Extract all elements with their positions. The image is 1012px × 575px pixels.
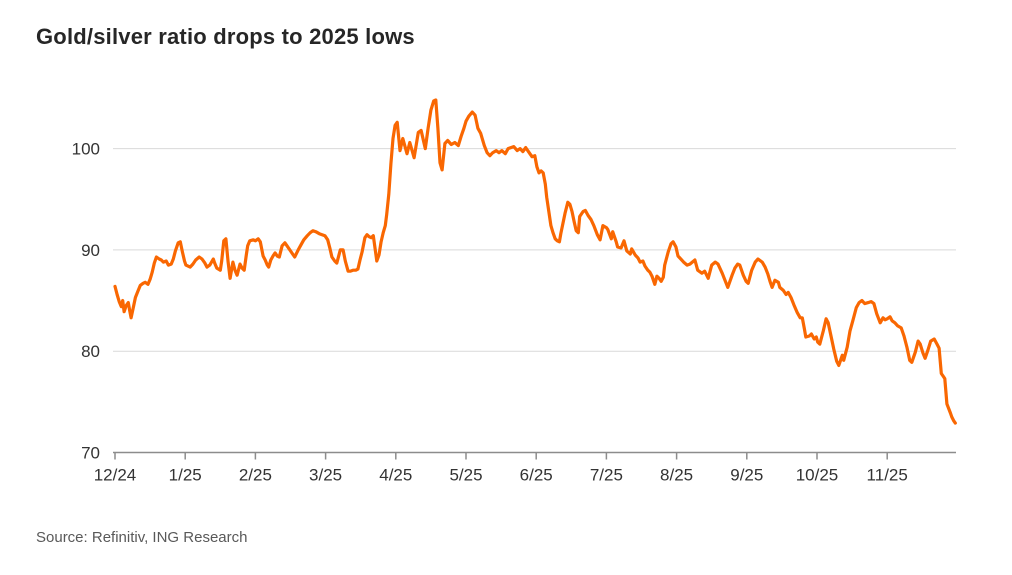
x-axis-label: 11/25 <box>867 466 908 485</box>
x-axis-label: 12/24 <box>94 466 137 485</box>
y-axis-label: 90 <box>81 241 100 260</box>
x-axis-label: 2/25 <box>239 466 272 485</box>
x-axis-label: 6/25 <box>520 466 553 485</box>
x-axis-label: 8/25 <box>660 466 693 485</box>
chart-title: Gold/silver ratio drops to 2025 lows <box>36 24 415 49</box>
x-axis-label: 5/25 <box>449 466 482 485</box>
ratio-line <box>113 98 957 425</box>
x-axis-label: 7/25 <box>590 466 623 485</box>
x-axis-label: 3/25 <box>309 466 342 485</box>
x-axis-label: 4/25 <box>379 466 412 485</box>
x-axis-label: 10/25 <box>796 466 839 485</box>
y-axis-label: 80 <box>81 342 100 361</box>
y-axis-label: 100 <box>72 140 100 159</box>
x-axis-label: 9/25 <box>730 466 763 485</box>
x-axis-label: 1/25 <box>169 466 202 485</box>
y-axis-label: 70 <box>81 444 100 463</box>
source-text: Source: Refinitiv, ING Research <box>36 529 248 546</box>
